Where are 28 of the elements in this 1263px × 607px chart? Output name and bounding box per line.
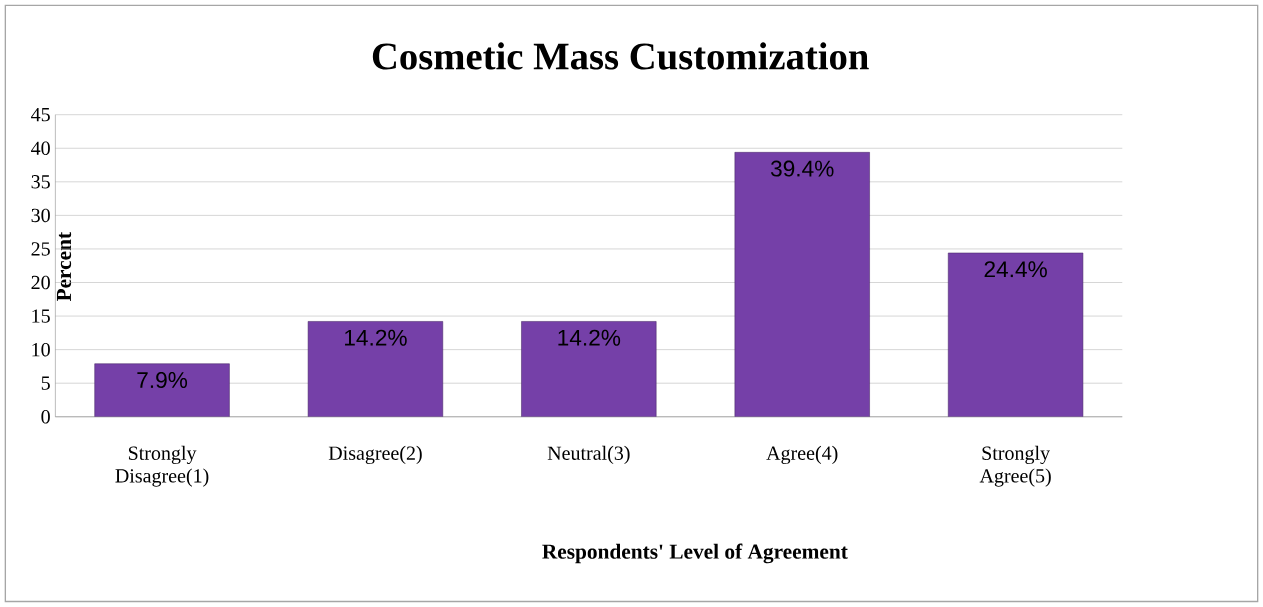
y-tick-label: 10: [32, 342, 50, 357]
y-tick-label: 45: [31, 108, 50, 122]
x-tick-label: Neutral(3): [547, 445, 630, 465]
y-tick-label: 0: [41, 410, 50, 424]
data-label: 39.4%: [770, 160, 834, 177]
x-axis-title: Respondents' Level of Agreement: [542, 543, 848, 564]
x-tick-label: Strongly Disagree(1): [115, 445, 209, 487]
data-label: 24.4%: [984, 261, 1047, 278]
y-tick-label: 5: [41, 376, 50, 390]
y-tick-label: 20: [31, 275, 50, 290]
bar: [734, 152, 870, 417]
y-axis-title: Percent: [56, 232, 72, 302]
x-tick-label: Disagree(2): [328, 445, 422, 465]
bar: [307, 321, 444, 417]
y-tick-label: 15: [32, 309, 50, 323]
bar: [947, 252, 1084, 417]
chart-title: Cosmetic Mass Customization: [372, 42, 869, 70]
y-tick-label: 25: [31, 242, 50, 256]
data-label: 14.2%: [558, 329, 621, 346]
y-tick-label: 30: [31, 208, 50, 223]
bar: [94, 363, 230, 417]
y-tick-label: 40: [31, 141, 50, 156]
x-tick-label: Strongly Agree(5): [979, 445, 1051, 487]
bar: [521, 321, 657, 417]
data-label: 14.2%: [345, 329, 407, 346]
data-label: 7.9%: [137, 372, 188, 389]
y-tick-label: 35: [31, 175, 50, 189]
x-tick-label: Agree(4): [766, 445, 838, 465]
